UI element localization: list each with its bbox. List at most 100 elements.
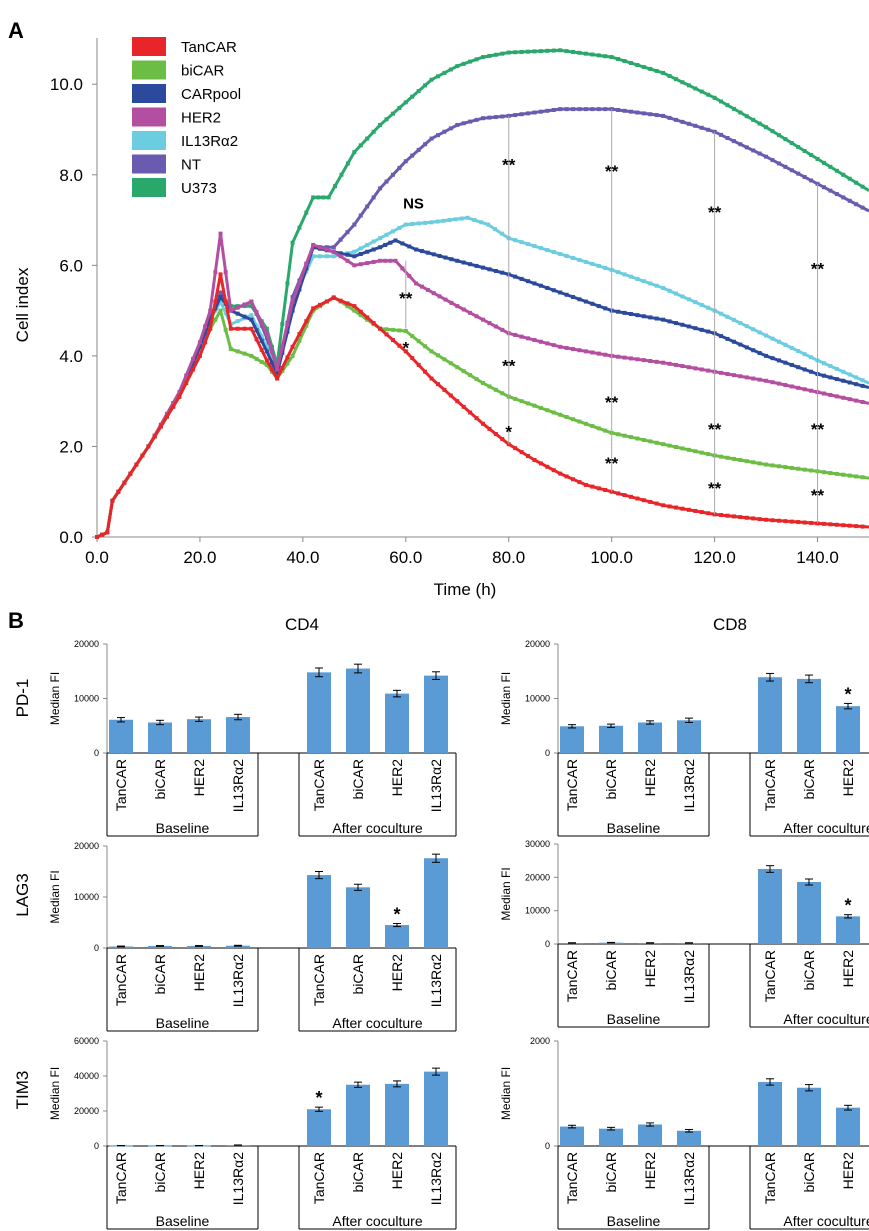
series-marker (719, 311, 724, 316)
series-marker (641, 279, 646, 284)
group-label: Baseline (156, 1015, 210, 1031)
group-label: After coculture (332, 820, 422, 836)
series-marker (667, 319, 672, 324)
series-marker (789, 345, 794, 350)
bar (307, 1109, 331, 1146)
series-marker (479, 220, 484, 225)
series-marker (770, 356, 775, 361)
significance-annotation: ** (605, 454, 619, 473)
bar-category-label: TanCAR (311, 759, 327, 811)
series-marker (596, 351, 601, 356)
series-marker (545, 248, 550, 253)
bar-category-label: HER2 (191, 1152, 207, 1190)
series-marker (474, 377, 479, 382)
series-marker (738, 458, 743, 463)
line-chart-axes: 0.0 20.0 40.0 60.0 80.0 100.0 120.0 140.0 0.0 2.0… (50, 38, 869, 567)
series-marker (235, 319, 240, 324)
bar-category-label: biCAR (603, 1152, 619, 1192)
series-marker (390, 172, 395, 177)
series-marker (235, 349, 240, 354)
series-marker (435, 382, 440, 387)
series-marker (828, 392, 833, 397)
series-marker (461, 369, 466, 374)
series-marker (448, 361, 453, 366)
series-marker (158, 424, 163, 429)
group-label: After coculture (783, 1213, 869, 1229)
series-marker (789, 519, 794, 524)
bar-category-label: TanCAR (564, 950, 580, 1002)
series-marker (184, 381, 189, 386)
series-marker (442, 129, 447, 134)
bar-y-axis-label: Median FI (499, 672, 513, 725)
series-marker (764, 517, 769, 522)
series-marker (776, 133, 781, 138)
significance-annotation: ** (708, 479, 722, 498)
series-marker (513, 332, 518, 337)
series-marker (770, 336, 775, 341)
series-marker (481, 317, 485, 322)
series-marker (706, 305, 711, 310)
series-marker (532, 49, 537, 54)
series-marker (680, 506, 685, 511)
y-tick-label: 2.0 (59, 437, 83, 456)
series-marker (545, 48, 550, 53)
series-marker (770, 518, 775, 523)
series-marker (841, 378, 846, 383)
series-marker (468, 373, 473, 378)
series-marker (764, 125, 769, 130)
series-marker (275, 372, 280, 376)
series-marker (744, 324, 749, 329)
series-marker (764, 154, 769, 159)
series-marker (191, 361, 196, 366)
significance-annotation: ** (605, 393, 619, 412)
series-marker (577, 257, 582, 262)
series-marker (558, 412, 563, 417)
series-marker (259, 359, 264, 364)
series-marker (751, 460, 756, 465)
y-tick-label: 0.0 (59, 528, 83, 547)
series-marker (461, 121, 466, 126)
series-marker (628, 435, 633, 440)
series-marker (551, 288, 556, 293)
series-marker (821, 185, 826, 190)
group-label: After coculture (332, 1213, 422, 1229)
significance-annotation: ** (399, 289, 413, 308)
series-marker (635, 276, 640, 281)
x-tick-label: 100.0 (590, 548, 633, 567)
series-marker (583, 421, 588, 426)
series-marker (526, 279, 531, 284)
series-marker (731, 339, 736, 344)
series-marker (493, 387, 498, 392)
series-marker (693, 123, 698, 128)
series-line-her2 (96, 232, 869, 539)
series-marker (481, 55, 485, 60)
series-marker (622, 310, 627, 315)
series-marker (834, 522, 839, 527)
bar (758, 1081, 782, 1146)
bar (148, 945, 172, 948)
series-marker (616, 309, 621, 314)
series-marker (235, 326, 240, 331)
series-marker (177, 390, 182, 395)
series-marker (847, 473, 852, 478)
series-marker (622, 355, 627, 360)
series-marker (269, 349, 274, 354)
group-label: After coculture (332, 1015, 422, 1031)
bar (836, 916, 860, 944)
bar (797, 1087, 821, 1146)
series-marker (564, 49, 569, 54)
bar-y-axis-label: Median FI (499, 867, 513, 920)
series-marker (177, 394, 182, 399)
series-marker (397, 225, 402, 230)
series-marker (264, 358, 269, 363)
series-marker (290, 240, 295, 245)
series-marker (493, 431, 498, 436)
series-marker (384, 179, 389, 184)
series-marker (500, 327, 505, 332)
series-marker (95, 535, 99, 539)
series-marker (213, 317, 218, 322)
series-marker (828, 471, 833, 476)
series-marker (228, 308, 233, 313)
series-marker (583, 259, 588, 264)
series-marker (648, 439, 653, 444)
